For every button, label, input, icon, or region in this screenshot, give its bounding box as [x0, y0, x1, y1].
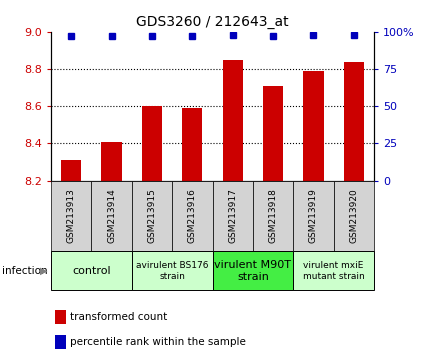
Text: control: control	[72, 266, 110, 276]
Bar	[293, 181, 334, 251]
Bar	[212, 181, 253, 251]
Text: avirulent BS176
strain: avirulent BS176 strain	[136, 261, 208, 280]
Text: GSM213919: GSM213919	[309, 188, 318, 244]
Text: virulent M90T
strain: virulent M90T strain	[214, 260, 292, 282]
Bar	[132, 251, 212, 290]
Text: GSM213918: GSM213918	[269, 188, 278, 244]
Bar	[303, 71, 323, 181]
Bar	[132, 181, 172, 251]
Bar	[212, 251, 293, 290]
Bar	[61, 160, 81, 181]
Text: GSM213915: GSM213915	[147, 188, 156, 244]
Bar	[344, 62, 364, 181]
Bar	[293, 251, 374, 290]
Text: GSM213920: GSM213920	[349, 189, 358, 243]
Title: GDS3260 / 212643_at: GDS3260 / 212643_at	[136, 16, 289, 29]
Bar	[51, 251, 132, 290]
Bar	[253, 181, 293, 251]
Bar	[102, 142, 122, 181]
Text: GSM213914: GSM213914	[107, 189, 116, 243]
Bar	[142, 106, 162, 181]
Text: GSM213917: GSM213917	[228, 188, 237, 244]
Bar	[51, 181, 91, 251]
Bar	[91, 181, 132, 251]
Bar	[182, 108, 202, 181]
Text: percentile rank within the sample: percentile rank within the sample	[70, 337, 246, 347]
Text: ▶: ▶	[40, 266, 48, 276]
Bar	[172, 181, 212, 251]
Bar	[334, 181, 374, 251]
Bar	[223, 60, 243, 181]
Text: virulent mxiE
mutant strain: virulent mxiE mutant strain	[303, 261, 365, 280]
Text: transformed count: transformed count	[70, 312, 167, 322]
Bar	[263, 86, 283, 181]
Text: infection: infection	[2, 266, 48, 276]
Text: GSM213913: GSM213913	[67, 188, 76, 244]
Text: GSM213916: GSM213916	[188, 188, 197, 244]
